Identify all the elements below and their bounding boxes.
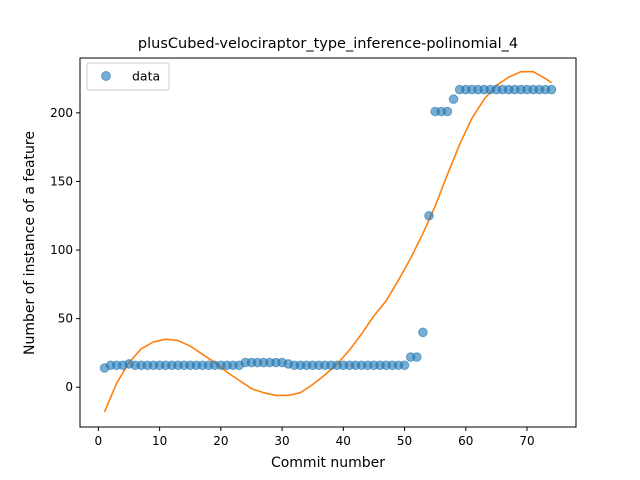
data-point (411, 352, 422, 362)
data-point (424, 210, 434, 221)
data-point (442, 106, 453, 117)
y-axis-label: Number of instance of a feature (22, 131, 38, 355)
x-axis-ticks: 0 10 20 30 40 50 60 70 (95, 427, 535, 448)
x-tick-label: 70 (519, 434, 534, 448)
y-tick-label: 0 (65, 380, 73, 394)
x-tick-label: 20 (213, 434, 228, 448)
y-axis-ticks: 0 50 100 150 200 (50, 106, 80, 394)
chart-title: plusCubed-velociraptor_type_inference-po… (138, 36, 518, 52)
plot-layer (99, 70, 557, 413)
x-tick-label: 0 (95, 434, 103, 448)
y-tick-label: 100 (50, 243, 73, 257)
x-tick-label: 50 (397, 434, 412, 448)
x-axis-label: Commit number (271, 455, 385, 471)
y-tick-label: 200 (50, 106, 73, 120)
y-tick-label: 150 (50, 174, 73, 188)
data-point (399, 360, 410, 371)
data-point (418, 327, 428, 338)
x-tick-label: 40 (336, 434, 351, 448)
legend-box (86, 62, 170, 91)
plot-frame (79, 57, 577, 428)
y-tick-label: 50 (58, 312, 73, 326)
x-tick-label: 60 (458, 434, 473, 448)
legend: data (86, 62, 170, 91)
x-tick-label: 30 (274, 434, 289, 448)
legend-marker-data (101, 71, 111, 81)
data-point (546, 84, 557, 95)
data-point (448, 94, 459, 104)
x-tick-label: 10 (152, 434, 167, 448)
legend-label-data: data (132, 69, 160, 84)
